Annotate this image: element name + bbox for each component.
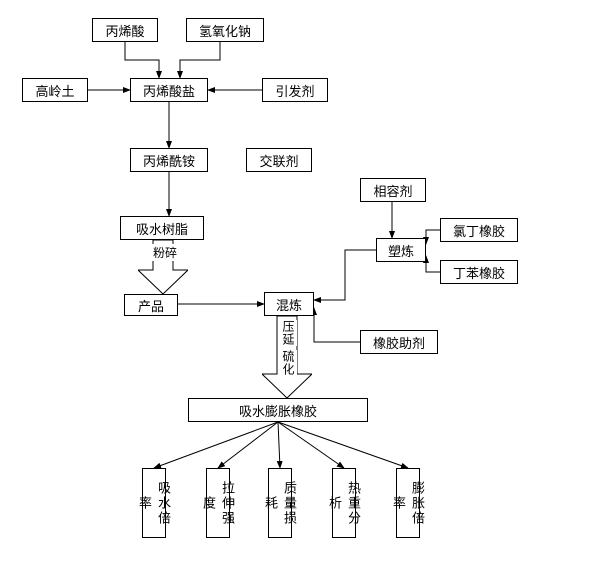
edge-e11 (314, 250, 376, 300)
node-swelling-ratio: 膨胀倍率 (396, 468, 420, 538)
edge-e9 (426, 256, 440, 272)
edge-e18 (278, 422, 408, 468)
edge-e8 (426, 230, 440, 244)
edge-e14 (154, 422, 278, 468)
edge-e1 (125, 42, 159, 78)
edge-e16 (278, 422, 280, 468)
node-product: 产品 (124, 294, 178, 316)
node-tga: 热重分析 (332, 468, 356, 538)
node-sbr-rubber: 丁苯橡胶 (440, 260, 518, 284)
node-tensile-strength: 拉伸强度 (206, 468, 230, 538)
node-rubber-additive: 橡胶助剂 (360, 330, 438, 354)
node-mixing: 混炼 (264, 292, 314, 316)
node-acrylate: 丙烯酸盐 (130, 78, 208, 102)
edge-e15 (218, 422, 278, 468)
node-mass-loss: 质量损耗 (268, 468, 292, 538)
label-vulcanizing: 硫化 (280, 350, 297, 376)
node-initiator: 引发剂 (262, 78, 328, 102)
edge-e2 (180, 42, 220, 78)
node-sodium-hydroxide: 氢氧化钠 (186, 18, 264, 42)
label-grinding: 粉碎 (152, 244, 178, 261)
node-swelling-rubber: 吸水膨胀橡胶 (188, 398, 368, 422)
edge-e17 (278, 422, 344, 468)
node-absorbent-resin: 吸水树脂 (120, 216, 204, 240)
node-absorption-ratio: 吸水倍率 (142, 468, 166, 538)
node-acrylamide: 丙烯酰铵 (130, 148, 208, 172)
edge-e12 (314, 308, 360, 342)
node-kaolin: 高岭土 (22, 78, 88, 102)
node-compatibilizer: 相容剂 (360, 178, 426, 202)
node-chloroprene-rubber: 氯丁橡胶 (440, 218, 518, 242)
node-acrylic-acid: 丙烯酸 (92, 18, 158, 42)
node-crosslinker: 交联剂 (246, 148, 312, 172)
label-calendering: 压延 (280, 320, 297, 346)
node-masticating: 塑炼 (376, 238, 426, 262)
